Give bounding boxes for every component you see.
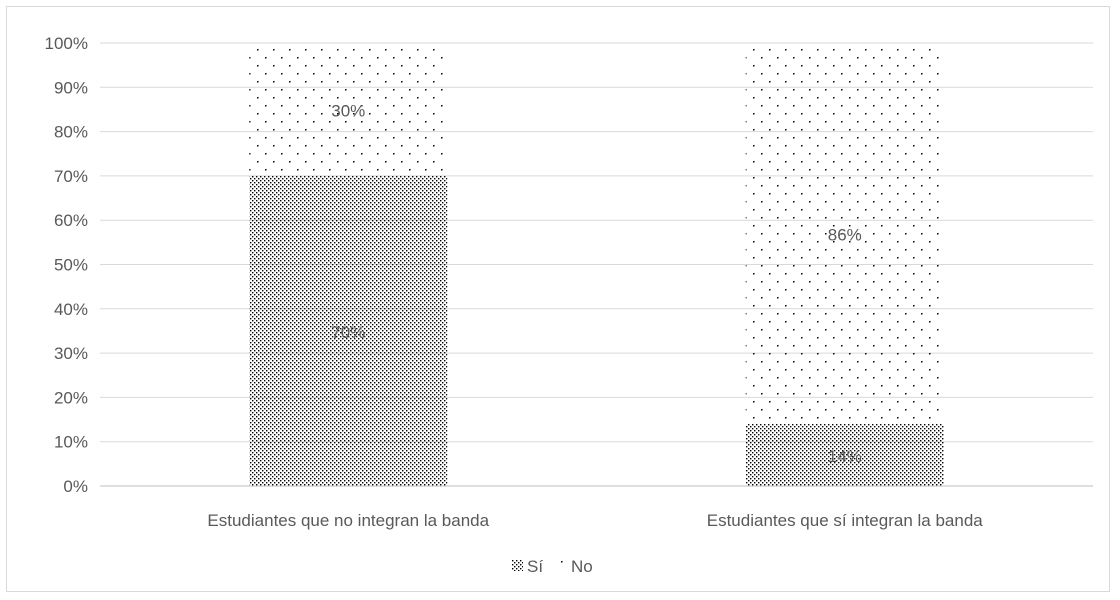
y-axis-ticks: 0% 10% 20% 30% 40% 50% 60% 70% 80% 90% 100% (45, 34, 88, 496)
x-tick-label: Estudiantes que sí integran la banda (707, 511, 984, 530)
y-tick-label: 60% (54, 211, 88, 230)
legend-swatch-no (556, 560, 567, 571)
bar-si-2 (745, 423, 944, 486)
bar-si-1 (249, 175, 448, 486)
bar-no-1 (249, 43, 448, 176)
data-label: 14% (828, 447, 862, 466)
data-label: 86% (828, 225, 862, 244)
x-tick-label: Estudiantes que no integran la banda (207, 511, 489, 530)
y-tick-label: 20% (54, 388, 88, 407)
y-tick-label: 50% (54, 256, 88, 275)
y-tick-label: 90% (54, 78, 88, 97)
y-tick-label: 40% (54, 300, 88, 319)
data-label: 30% (331, 101, 365, 120)
legend: Sí No (512, 557, 593, 576)
y-tick-label: 80% (54, 123, 88, 142)
y-tick-label: 0% (63, 477, 88, 496)
legend-swatch-si (512, 560, 523, 571)
gridlines (100, 42, 1093, 487)
y-tick-label: 70% (54, 167, 88, 186)
y-tick-label: 100% (45, 34, 88, 53)
data-labels: 70% 30% 14% 86% (331, 101, 862, 466)
y-tick-label: 10% (54, 433, 88, 452)
bar-no-2 (745, 43, 944, 424)
x-axis-ticks: Estudiantes que no integran la banda Estu… (207, 511, 983, 530)
data-label: 70% (331, 323, 365, 342)
y-tick-label: 30% (54, 344, 88, 363)
legend-label: No (571, 557, 593, 576)
legend-label: Sí (527, 557, 543, 576)
bars (249, 43, 944, 486)
